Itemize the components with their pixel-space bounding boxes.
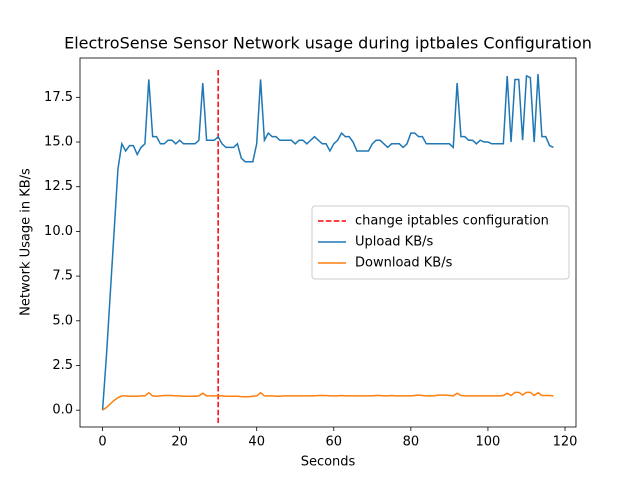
x-axis-label: Seconds [301, 455, 356, 470]
y-tick-label: 12.5 [44, 179, 73, 194]
legend-box [311, 205, 570, 280]
y-axis-label: Network Usage in KB/s [19, 168, 34, 316]
y-tick-label: 15.0 [44, 135, 73, 150]
x-tick-label: 0 [98, 435, 106, 450]
x-tick-label: 80 [403, 435, 420, 450]
y-tick-label: 5.0 [52, 313, 73, 328]
legend-label: Upload KB/s [355, 235, 434, 250]
x-tick-label: 60 [326, 435, 343, 450]
y-tick-label: 2.5 [52, 358, 73, 373]
legend-label: Download KB/s [355, 256, 453, 271]
chart-title: ElectroSense Sensor Network usage during… [64, 34, 592, 53]
series-line [101, 74, 554, 411]
x-tick-label: 40 [248, 435, 265, 450]
y-tick-label: 10.0 [44, 224, 73, 239]
x-tick-label: 100 [476, 435, 501, 450]
y-tick-label: 7.5 [52, 269, 73, 284]
legend-label: change iptables configuration [355, 214, 549, 229]
y-tick-label: 17.5 [44, 90, 73, 105]
x-tick-label: 20 [171, 435, 188, 450]
series-line [102, 391, 554, 411]
plot-frame [79, 57, 577, 428]
x-tick-label: 120 [553, 435, 578, 450]
y-tick-label: 0.0 [52, 403, 73, 418]
